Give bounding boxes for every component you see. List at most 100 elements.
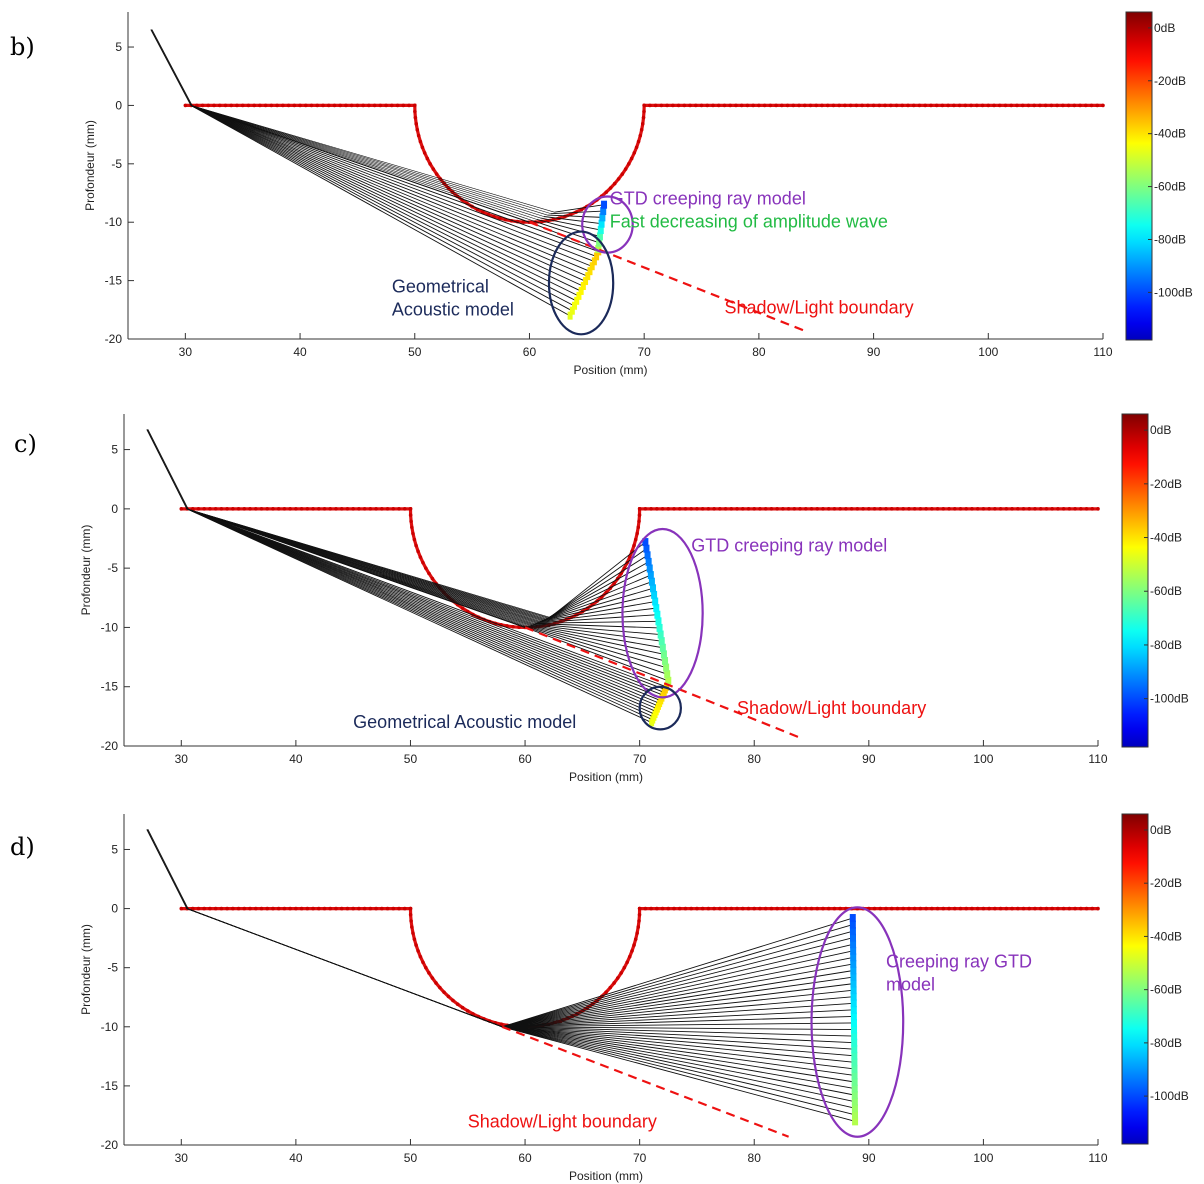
x-tick-label: 60	[523, 345, 537, 359]
surface-point	[362, 507, 367, 511]
surface-point	[838, 507, 842, 511]
y-tick-label: 0	[111, 902, 118, 916]
surface-point	[1101, 103, 1105, 108]
creeping-ray	[540, 594, 655, 622]
surface-point	[699, 103, 704, 108]
surface-point	[339, 906, 344, 911]
creeping-ray-endpoint	[599, 213, 606, 222]
surface-point	[361, 103, 365, 108]
geo-ray	[186, 508, 653, 720]
surface-point	[604, 190, 609, 195]
surface-point	[240, 103, 245, 108]
surface-point	[351, 906, 355, 911]
surface-point	[281, 103, 285, 108]
incident-ray	[146, 829, 188, 909]
surface-point	[877, 103, 882, 108]
geo-circle	[547, 230, 615, 336]
creeping-ray-surface	[190, 105, 548, 216]
geo-ray-endpoint	[567, 311, 573, 320]
surface-point	[895, 906, 900, 911]
surface-point	[918, 507, 923, 511]
x-tick-label: 100	[973, 752, 993, 766]
surface-point	[716, 103, 721, 108]
surface-point	[895, 507, 900, 511]
surface-point	[212, 103, 216, 108]
y-axis-label: Profondeur (mm)	[79, 525, 93, 616]
surface-point	[368, 906, 373, 911]
surface-point	[265, 507, 270, 511]
y-tick-label: 0	[111, 502, 118, 516]
incident-ray	[146, 429, 188, 510]
surface-point	[695, 906, 699, 911]
creeping-ray-endpoint	[601, 200, 608, 209]
surface-point	[637, 906, 642, 911]
surface-point	[1096, 906, 1100, 911]
surface-point	[421, 560, 425, 565]
creeping-ray-endpoint	[598, 219, 605, 228]
surface-point	[672, 507, 676, 511]
surface-point	[231, 507, 235, 511]
surface-point	[1010, 906, 1014, 911]
colorbar-label: -60dB	[1154, 180, 1186, 194]
annotation-gtd: model	[886, 975, 935, 995]
surface-point	[202, 906, 207, 911]
creeping-ray	[502, 1026, 855, 1037]
surface-point	[620, 172, 625, 176]
panel-label: c)	[14, 430, 37, 458]
surface-point	[735, 507, 739, 511]
surface-point	[636, 925, 641, 929]
surface-point	[339, 507, 344, 511]
surface-point	[200, 103, 205, 108]
creeping-ray-endpoint	[651, 590, 658, 599]
surface-point	[486, 212, 491, 217]
surface-point	[258, 103, 262, 108]
surface-point	[345, 906, 350, 911]
creeping-ray-endpoint	[849, 920, 856, 929]
creeping-ray	[502, 963, 854, 1028]
creeping-ray-endpoint	[850, 992, 857, 1001]
surface-point	[322, 507, 327, 511]
incident-ray	[147, 429, 189, 510]
surface-point	[202, 507, 207, 511]
surface-point	[884, 906, 888, 911]
creeping-ray	[543, 216, 602, 225]
creeping-ray	[502, 1026, 856, 1109]
geo-ray	[190, 105, 577, 302]
geo-ray	[190, 105, 595, 262]
surface-point	[615, 976, 620, 980]
geo-ray-endpoint	[578, 286, 584, 295]
creeping-ray-endpoint	[596, 232, 603, 241]
creeping-ray-endpoint	[851, 1038, 858, 1047]
surface-point	[1004, 906, 1009, 911]
surface-point	[208, 906, 212, 911]
creeping-ray-endpoint	[659, 643, 666, 652]
surface-point	[745, 103, 750, 108]
x-tick-label: 100	[978, 345, 998, 359]
surface-point	[763, 507, 768, 511]
creeping-ray-endpoint	[851, 1051, 858, 1060]
surface-point	[888, 103, 893, 108]
surface-point	[632, 943, 636, 947]
surface-point	[946, 103, 950, 108]
surface-point	[269, 103, 274, 108]
panel-d: d)30 40 50 60 70 80 90 100 11050-5-10-15-20Posit…	[10, 813, 1189, 1183]
surface-point	[414, 543, 418, 548]
surface-point	[265, 906, 270, 911]
surface-point	[248, 507, 252, 511]
surface-point	[372, 103, 377, 108]
creeping-ray-endpoint	[851, 1045, 858, 1054]
surface-point	[259, 906, 264, 911]
surface-point	[688, 103, 692, 108]
surface-point	[225, 507, 229, 511]
surface-point	[831, 103, 836, 108]
surface-point	[431, 167, 436, 171]
creeping-ray-endpoint	[851, 1104, 858, 1113]
surface-point	[912, 906, 917, 911]
surface-point	[420, 145, 425, 150]
geo-ray	[186, 508, 662, 699]
surface-point	[410, 925, 414, 929]
geo-ray	[190, 105, 579, 297]
colorbar-label: -20dB	[1150, 876, 1182, 890]
surface-point	[252, 103, 256, 108]
creeping-ray-endpoint	[600, 207, 607, 216]
